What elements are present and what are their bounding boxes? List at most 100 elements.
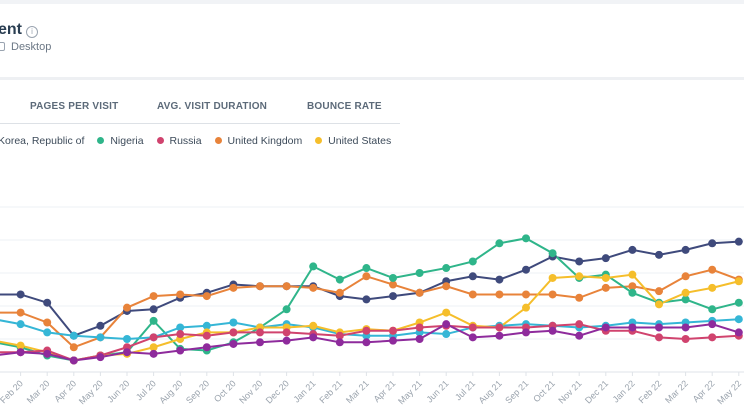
data-point[interactable] [655,250,663,259]
data-point[interactable] [575,293,584,302]
data-point[interactable] [734,277,743,286]
data-point[interactable] [96,333,105,342]
data-point[interactable] [468,333,477,342]
data-point[interactable] [681,323,690,332]
data-point[interactable] [601,283,610,292]
data-point[interactable] [548,273,557,282]
data-point[interactable] [548,326,557,335]
data-point[interactable] [256,328,264,337]
data-point[interactable] [282,328,291,337]
tab-bounce-rate[interactable]: BOUNCE RATE [307,101,382,112]
data-point[interactable] [335,338,344,347]
data-point[interactable] [522,303,530,312]
data-point[interactable] [16,308,25,317]
data-point[interactable] [16,341,25,350]
data-point[interactable] [282,282,291,291]
data-point[interactable] [176,330,185,339]
legend-item-nigeria[interactable]: Nigeria [97,135,144,147]
data-point[interactable] [601,323,610,332]
legend-item-russia[interactable]: Russia [156,135,202,147]
data-point[interactable] [16,290,25,299]
data-point[interactable] [708,320,717,329]
data-point[interactable] [734,237,743,246]
data-point[interactable] [16,348,25,357]
data-point[interactable] [495,275,504,284]
data-point[interactable] [123,303,131,312]
data-point[interactable] [149,343,158,352]
legend-item-united-states[interactable]: United States [315,135,391,147]
data-point[interactable] [389,273,397,282]
data-point[interactable] [415,323,424,332]
data-point[interactable] [389,326,397,335]
data-point[interactable] [522,290,530,299]
data-point[interactable] [389,280,397,289]
data-point[interactable] [282,336,291,345]
data-point[interactable] [415,335,424,343]
data-point[interactable] [442,264,451,273]
data-point[interactable] [708,265,717,274]
data-point[interactable] [468,323,477,332]
data-point[interactable] [256,282,264,291]
data-point[interactable] [468,257,477,266]
data-point[interactable] [495,239,504,248]
data-point[interactable] [575,257,584,266]
data-point[interactable] [601,273,610,282]
data-point[interactable] [655,333,663,342]
data-point[interactable] [468,290,477,299]
data-point[interactable] [176,290,185,299]
data-point[interactable] [149,316,158,325]
data-point[interactable] [522,328,530,337]
tab-pages-per-visit[interactable]: PAGES PER VISIT [30,101,119,112]
data-point[interactable] [335,275,344,284]
data-point[interactable] [628,282,637,291]
data-point[interactable] [176,323,185,332]
data-point[interactable] [548,249,557,258]
data-point[interactable] [655,323,663,332]
data-point[interactable] [389,336,397,345]
data-point[interactable] [442,320,451,329]
data-point[interactable] [708,333,717,342]
data-point[interactable] [309,262,318,271]
data-point[interactable] [575,320,584,329]
data-point[interactable] [548,290,557,299]
data-point[interactable] [655,300,663,309]
data-point[interactable] [681,272,690,281]
data-point[interactable] [149,333,158,342]
data-point[interactable] [202,331,211,340]
data-point[interactable] [202,292,211,301]
data-point[interactable] [628,288,637,297]
data-point[interactable] [468,272,477,281]
legend-item-korea[interactable]: Korea, Republic of [0,135,84,147]
data-point[interactable] [708,239,717,248]
data-point[interactable] [229,318,238,327]
data-point[interactable] [123,335,131,343]
data-point[interactable] [495,290,504,299]
data-point[interactable] [708,283,717,292]
data-point[interactable] [362,326,371,335]
data-point[interactable] [681,335,690,343]
data-point[interactable] [96,321,105,330]
data-point[interactable] [229,328,238,337]
data-point[interactable] [362,338,371,347]
data-point[interactable] [442,330,451,339]
data-point[interactable] [681,288,690,297]
data-point[interactable] [335,288,344,297]
data-point[interactable] [389,292,397,301]
data-point[interactable] [522,265,530,274]
data-point[interactable] [442,282,451,291]
data-point[interactable] [362,264,371,273]
data-point[interactable] [176,346,185,355]
data-point[interactable] [256,338,264,347]
data-point[interactable] [123,348,131,357]
data-point[interactable] [415,288,424,297]
data-point[interactable] [628,245,637,254]
data-point[interactable] [16,320,25,329]
data-point[interactable] [43,298,52,307]
data-point[interactable] [655,287,663,296]
data-point[interactable] [335,331,344,340]
data-point[interactable] [229,283,238,292]
data-point[interactable] [681,295,690,304]
data-point[interactable] [522,234,530,243]
data-point[interactable] [202,343,211,352]
data-point[interactable] [362,272,371,281]
